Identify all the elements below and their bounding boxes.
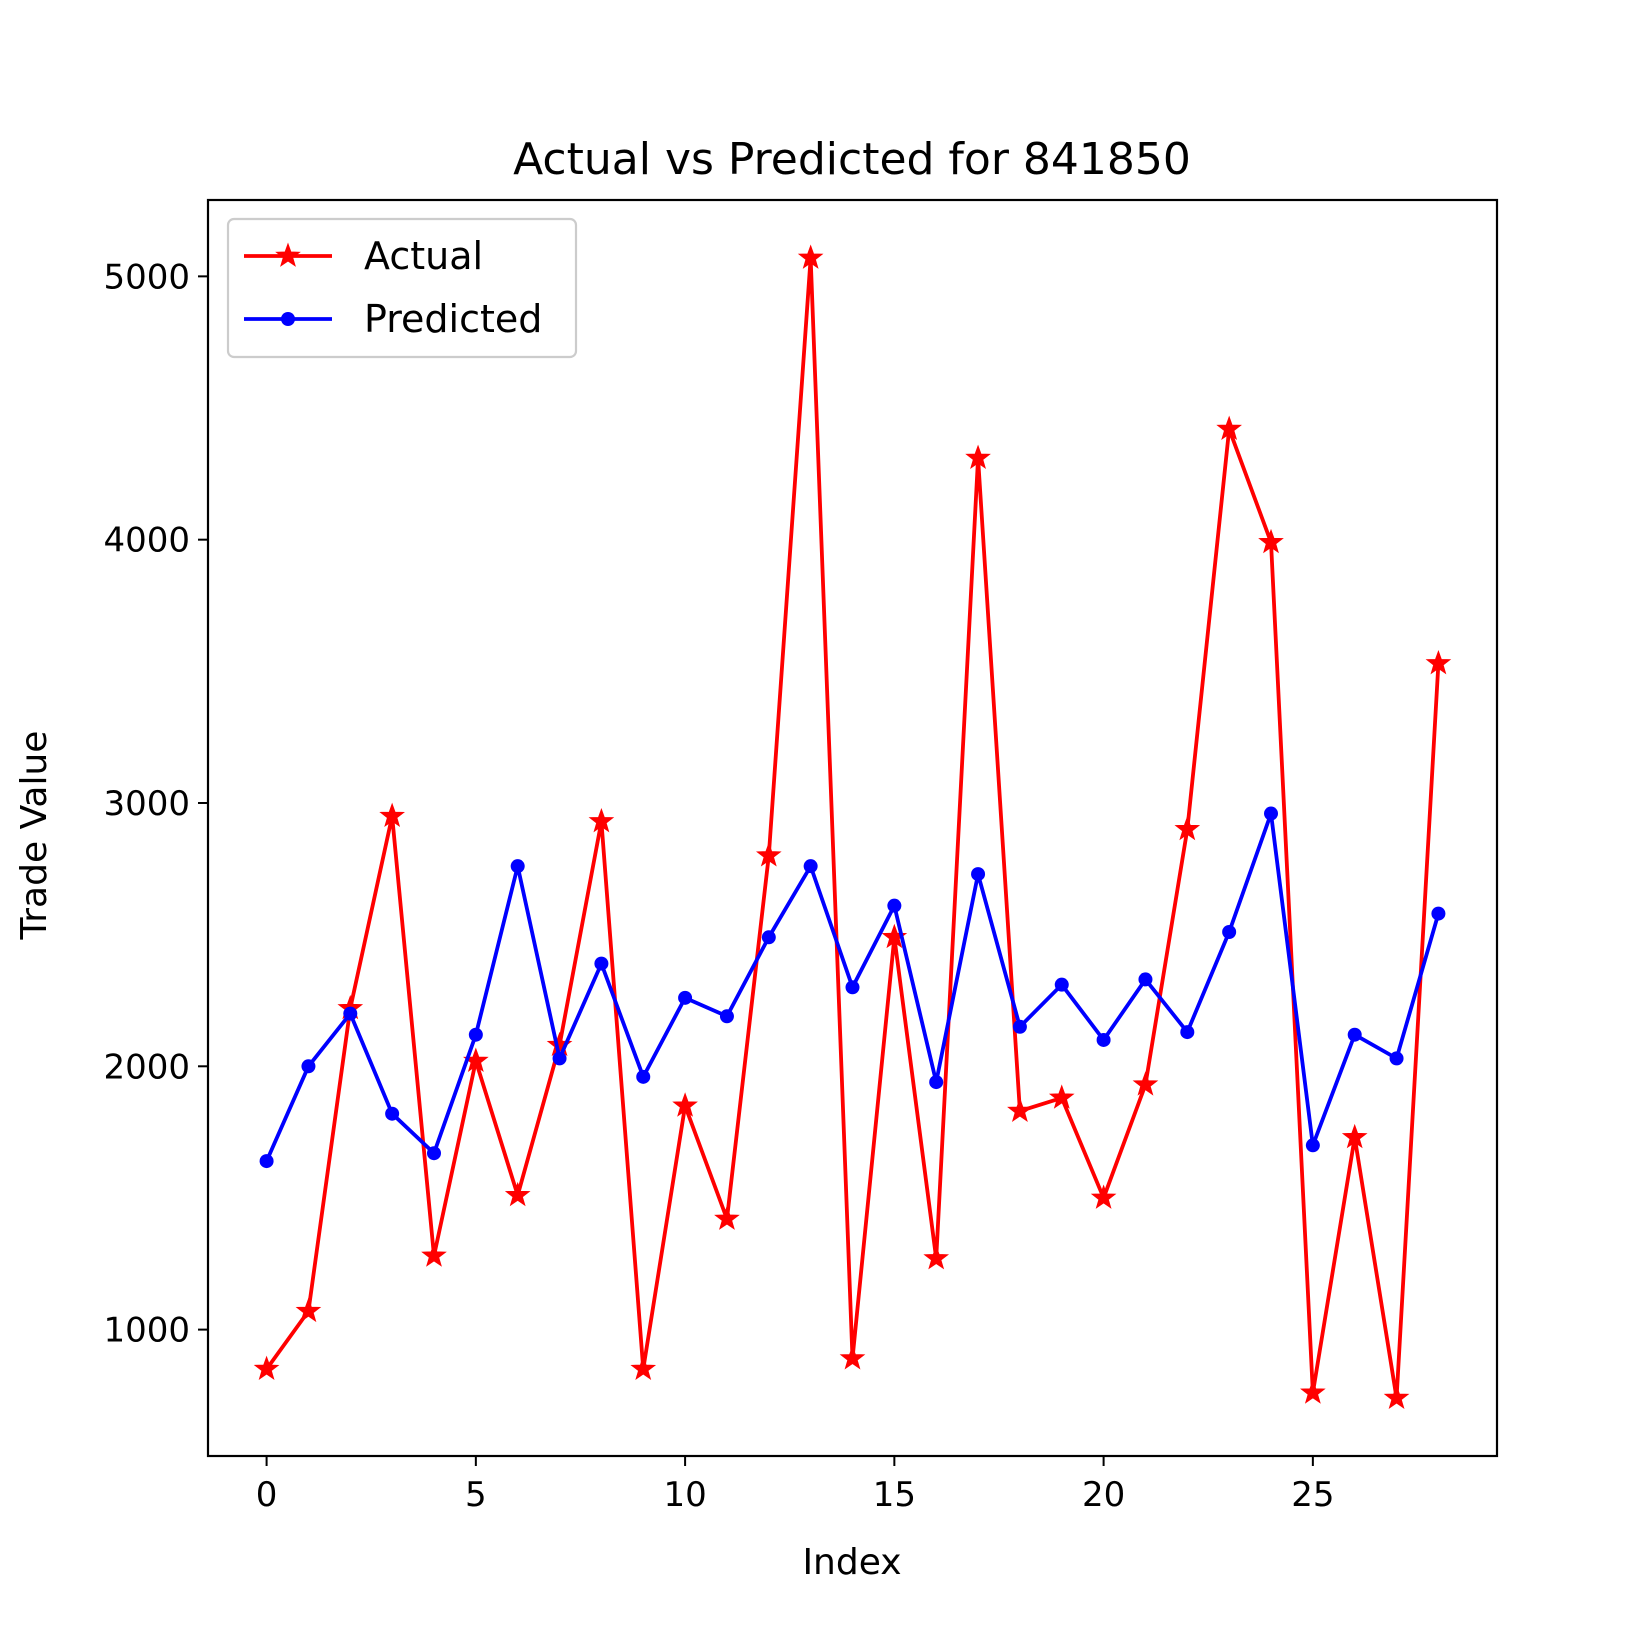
legend-label-actual: Actual <box>364 234 483 278</box>
y-tick-label: 2000 <box>103 1047 190 1087</box>
data-point-actual <box>839 1345 866 1370</box>
x-tick-label: 10 <box>663 1475 706 1515</box>
x-tick-label: 20 <box>1082 1475 1125 1515</box>
data-point-predicted <box>636 1069 651 1084</box>
y-tick-label: 3000 <box>103 784 190 824</box>
data-point-predicted <box>1305 1138 1320 1153</box>
x-axis-ticks: 0 5 10 15 20 25 <box>256 1456 1334 1515</box>
data-point-predicted <box>1180 1025 1195 1040</box>
y-axis-label: Trade Value <box>14 731 55 941</box>
legend-item-actual: Actual <box>244 234 483 278</box>
data-point-actual <box>755 842 782 867</box>
data-point-predicted <box>426 1146 441 1161</box>
legend: Actual Predicted <box>226 217 578 359</box>
data-point-actual <box>1300 1379 1326 1404</box>
data-point-predicted <box>468 1027 483 1042</box>
data-point-predicted <box>929 1075 944 1090</box>
legend-marker-actual <box>275 242 301 267</box>
data-point-predicted <box>1389 1051 1404 1066</box>
data-point-actual <box>672 1092 698 1117</box>
data-point-predicted <box>259 1154 274 1169</box>
series-actual <box>253 244 1452 1409</box>
series-predicted <box>259 806 1446 1169</box>
data-point-predicted <box>845 980 860 995</box>
data-point-actual <box>295 1297 322 1323</box>
data-point-predicted <box>594 956 609 971</box>
x-tick-label: 15 <box>873 1475 916 1515</box>
x-axis-label: Index <box>802 1542 901 1583</box>
data-point-predicted <box>385 1106 400 1121</box>
data-point-predicted <box>1096 1032 1111 1047</box>
y-tick-label: 4000 <box>103 521 190 561</box>
data-point-actual <box>1048 1084 1075 1109</box>
data-point-predicted <box>887 898 902 913</box>
data-point-predicted <box>510 859 525 874</box>
data-point-predicted <box>552 1051 567 1066</box>
data-point-actual <box>504 1181 531 1207</box>
data-point-actual <box>1007 1097 1033 1122</box>
data-point-predicted <box>1264 806 1279 821</box>
data-point-actual <box>965 444 991 469</box>
x-tick-label: 5 <box>465 1475 487 1515</box>
data-point-actual <box>1090 1184 1117 1209</box>
data-point-actual <box>1132 1071 1159 1096</box>
data-point-actual <box>1174 815 1201 841</box>
data-point-predicted <box>971 867 986 882</box>
data-point-actual <box>1341 1123 1368 1149</box>
data-point-predicted <box>343 1006 358 1021</box>
data-point-actual <box>797 244 824 269</box>
data-point-actual <box>253 1355 280 1381</box>
legend-marker-predicted <box>281 312 295 326</box>
data-point-actual <box>714 1205 740 1230</box>
y-tick-label: 5000 <box>103 257 190 297</box>
legend-label-predicted: Predicted <box>364 297 542 341</box>
data-point-actual <box>1216 415 1242 440</box>
data-point-predicted <box>761 930 776 945</box>
legend-item-predicted: Predicted <box>244 297 542 341</box>
data-point-predicted <box>678 990 693 1005</box>
data-point-predicted <box>1012 1019 1027 1034</box>
data-point-actual <box>1258 528 1284 554</box>
data-point-predicted <box>1054 977 1069 992</box>
legend-box <box>226 217 578 359</box>
y-axis-ticks: 1000 2000 3000 4000 5000 <box>103 257 208 1351</box>
data-point-predicted <box>1347 1027 1362 1042</box>
x-tick-label: 0 <box>256 1475 278 1515</box>
data-point-predicted <box>803 859 818 874</box>
data-point-actual <box>379 802 405 828</box>
data-point-actual <box>588 807 615 833</box>
data-point-actual <box>881 923 908 949</box>
chart-title: Actual vs Predicted for 841850 <box>513 134 1191 185</box>
data-point-predicted <box>719 1009 734 1024</box>
data-point-actual <box>1425 649 1452 675</box>
series-layer <box>253 244 1452 1409</box>
data-point-predicted <box>1431 906 1446 921</box>
plot-area-frame <box>206 198 1499 1458</box>
y-tick-label: 1000 <box>103 1311 190 1351</box>
data-point-actual <box>923 1245 950 1270</box>
data-point-actual <box>630 1355 657 1381</box>
data-point-predicted <box>1222 925 1237 940</box>
x-tick-label: 25 <box>1291 1475 1334 1515</box>
data-point-predicted <box>1138 972 1153 987</box>
data-point-actual <box>421 1242 447 1267</box>
data-point-actual <box>1383 1384 1410 1409</box>
data-point-predicted <box>301 1059 316 1074</box>
